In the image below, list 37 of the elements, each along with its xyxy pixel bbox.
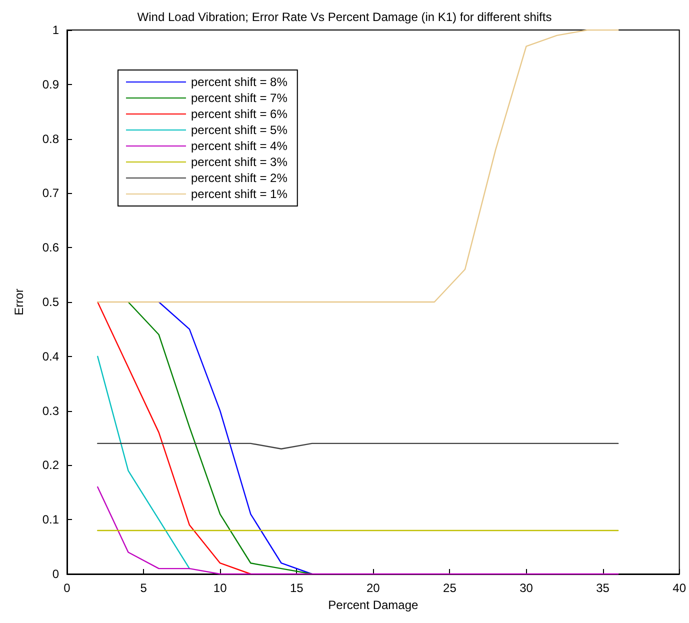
- y-tick-label: 0.3: [42, 404, 60, 418]
- x-tick-label: 40: [672, 581, 686, 595]
- x-tick-label: 5: [140, 581, 148, 595]
- legend-label: percent shift = 7%: [191, 91, 288, 105]
- y-tick-label: 0.8: [42, 132, 60, 146]
- legend-label: percent shift = 2%: [191, 171, 288, 185]
- legend-label: percent shift = 3%: [191, 155, 288, 169]
- x-tick-label: 30: [520, 581, 534, 595]
- legend-label: percent shift = 8%: [191, 75, 288, 89]
- y-tick-label: 0.1: [42, 512, 60, 527]
- line-series: [128, 301, 313, 575]
- line-series: [97, 29, 619, 303]
- x-tick-label: 0: [64, 581, 71, 595]
- x-axis-title: Percent Damage: [328, 598, 419, 612]
- line-series: [97, 486, 619, 575]
- y-tick-label: 0.9: [42, 77, 60, 92]
- y-tick-label: 0.2: [42, 458, 60, 472]
- legend-label: percent shift = 6%: [191, 107, 288, 121]
- chart-title: Wind Load Vibration; Error Rate Vs Percent Damage (in K1) for different shifts: [137, 10, 552, 24]
- legend-label: percent shift = 4%: [191, 139, 288, 153]
- x-tick-label: 15: [290, 581, 304, 595]
- y-axis-title: Error: [12, 288, 26, 316]
- y-tick-label: 0.6: [42, 240, 60, 255]
- y-tick-label: 0.7: [42, 186, 60, 200]
- legend-label: percent shift = 5%: [191, 123, 288, 137]
- line-series: [158, 301, 313, 575]
- y-tick-label: 1: [52, 23, 60, 37]
- line-series: [97, 356, 190, 570]
- x-tick-label: 20: [366, 581, 380, 595]
- x-tick-label: 25: [443, 581, 457, 595]
- y-tick-label: 0.5: [42, 295, 60, 309]
- legend-label: percent shift = 1%: [191, 187, 288, 201]
- x-tick-label: 35: [596, 581, 610, 595]
- x-tick-label: 10: [213, 581, 228, 595]
- line-series: [97, 301, 252, 575]
- y-tick-label: 0.4: [42, 349, 60, 364]
- y-tick-label: 0: [52, 567, 60, 581]
